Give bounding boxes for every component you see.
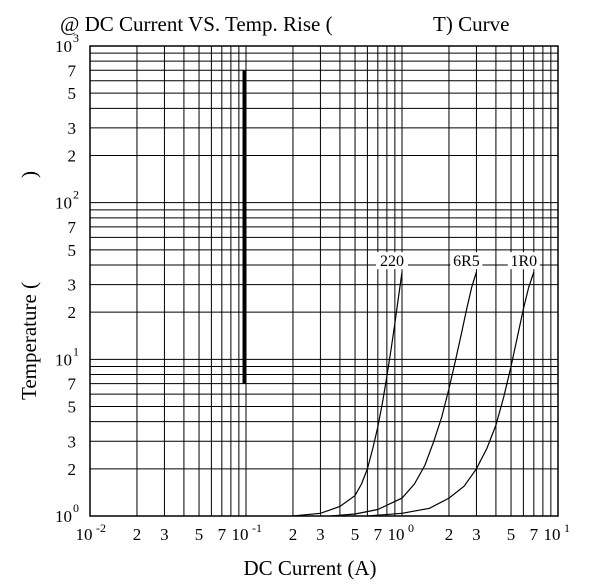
series-line-6R5 bbox=[330, 272, 477, 517]
x-axis-title: DC Current (A) bbox=[244, 556, 377, 580]
x-tick-label: 10 bbox=[232, 525, 249, 544]
series-line-1R0 bbox=[367, 272, 535, 517]
y-tick-label: 10 bbox=[55, 507, 72, 526]
x-tick-label: 10 bbox=[388, 525, 405, 544]
x-tick-exponent: 1 bbox=[564, 521, 570, 535]
series-label-bg bbox=[507, 252, 540, 270]
x-tick-label: 3 bbox=[316, 525, 325, 544]
plot-border bbox=[89, 45, 559, 517]
x-tick-label: 5 bbox=[195, 525, 204, 544]
y-tick-label: 10 bbox=[55, 194, 72, 213]
x-tick-exponent: 0 bbox=[408, 521, 414, 535]
x-tick-label: 7 bbox=[218, 525, 227, 544]
series-label-1R0: 1R0 bbox=[510, 253, 537, 270]
y-tick-label: 2 bbox=[68, 303, 77, 322]
x-tick-label: 10 bbox=[76, 525, 93, 544]
x-tick-label: 3 bbox=[472, 525, 481, 544]
y-tick-exponent: 0 bbox=[73, 501, 79, 515]
series-line-220 bbox=[292, 272, 403, 517]
x-tick-label: 7 bbox=[530, 525, 539, 544]
x-tick-label: 2 bbox=[133, 525, 142, 544]
y-tick-label: 7 bbox=[68, 218, 77, 237]
series-group: 220 6R5 1R0 bbox=[292, 252, 540, 517]
y-tick-label: 7 bbox=[68, 375, 77, 394]
grid bbox=[89, 46, 558, 517]
x-tick-exponent: -2 bbox=[96, 521, 106, 535]
y-tick-label: 2 bbox=[68, 147, 77, 166]
chart-title: @ DC Current VS. Temp. Rise ( T) Curve bbox=[60, 12, 509, 36]
series-label-bg bbox=[450, 252, 483, 270]
x-tick-label: 2 bbox=[289, 525, 298, 544]
y-axis-title: Temperature ( ) bbox=[17, 171, 41, 400]
y-tick-label: 7 bbox=[68, 61, 77, 80]
y-tick-label: 5 bbox=[68, 397, 77, 416]
x-tick-label: 7 bbox=[374, 525, 383, 544]
chart-title-left: @ DC Current VS. Temp. Rise ( bbox=[60, 12, 333, 36]
y-tick-label: 5 bbox=[68, 84, 77, 103]
chart-title-right: T) Curve bbox=[433, 12, 509, 36]
x-tick-label: 5 bbox=[351, 525, 360, 544]
series-label-6R5: 6R5 bbox=[453, 253, 480, 270]
y-tick-label: 10 bbox=[55, 350, 72, 369]
x-tick-label: 5 bbox=[507, 525, 516, 544]
y-axis-title-left: Temperature ( bbox=[17, 282, 41, 400]
series-label-bg bbox=[376, 252, 408, 270]
y-tick-label: 2 bbox=[68, 460, 77, 479]
y-tick-exponent: 1 bbox=[73, 344, 79, 358]
y-tick-exponent: 2 bbox=[73, 188, 79, 202]
y-tick-label: 3 bbox=[68, 119, 77, 138]
x-tick-exponent: -1 bbox=[252, 521, 262, 535]
x-tick-label: 10 bbox=[544, 525, 561, 544]
y-tick-label: 5 bbox=[68, 241, 77, 260]
y-tick-label: 10 bbox=[55, 37, 72, 56]
series-label-220: 220 bbox=[380, 253, 404, 270]
x-tick-label: 2 bbox=[445, 525, 454, 544]
y-tick-label: 3 bbox=[68, 276, 77, 295]
plot-frame bbox=[89, 45, 559, 517]
y-tick-exponent: 3 bbox=[73, 31, 79, 45]
y-axis-title-right: ) bbox=[17, 171, 41, 178]
x-tick-labels: 10 -2 2 3 5 7 10 -1 2 3 5 7 10 0 2 3 5 7 10 1 bbox=[76, 521, 571, 544]
y-tick-label: 3 bbox=[68, 432, 77, 451]
x-tick-label: 3 bbox=[160, 525, 169, 544]
